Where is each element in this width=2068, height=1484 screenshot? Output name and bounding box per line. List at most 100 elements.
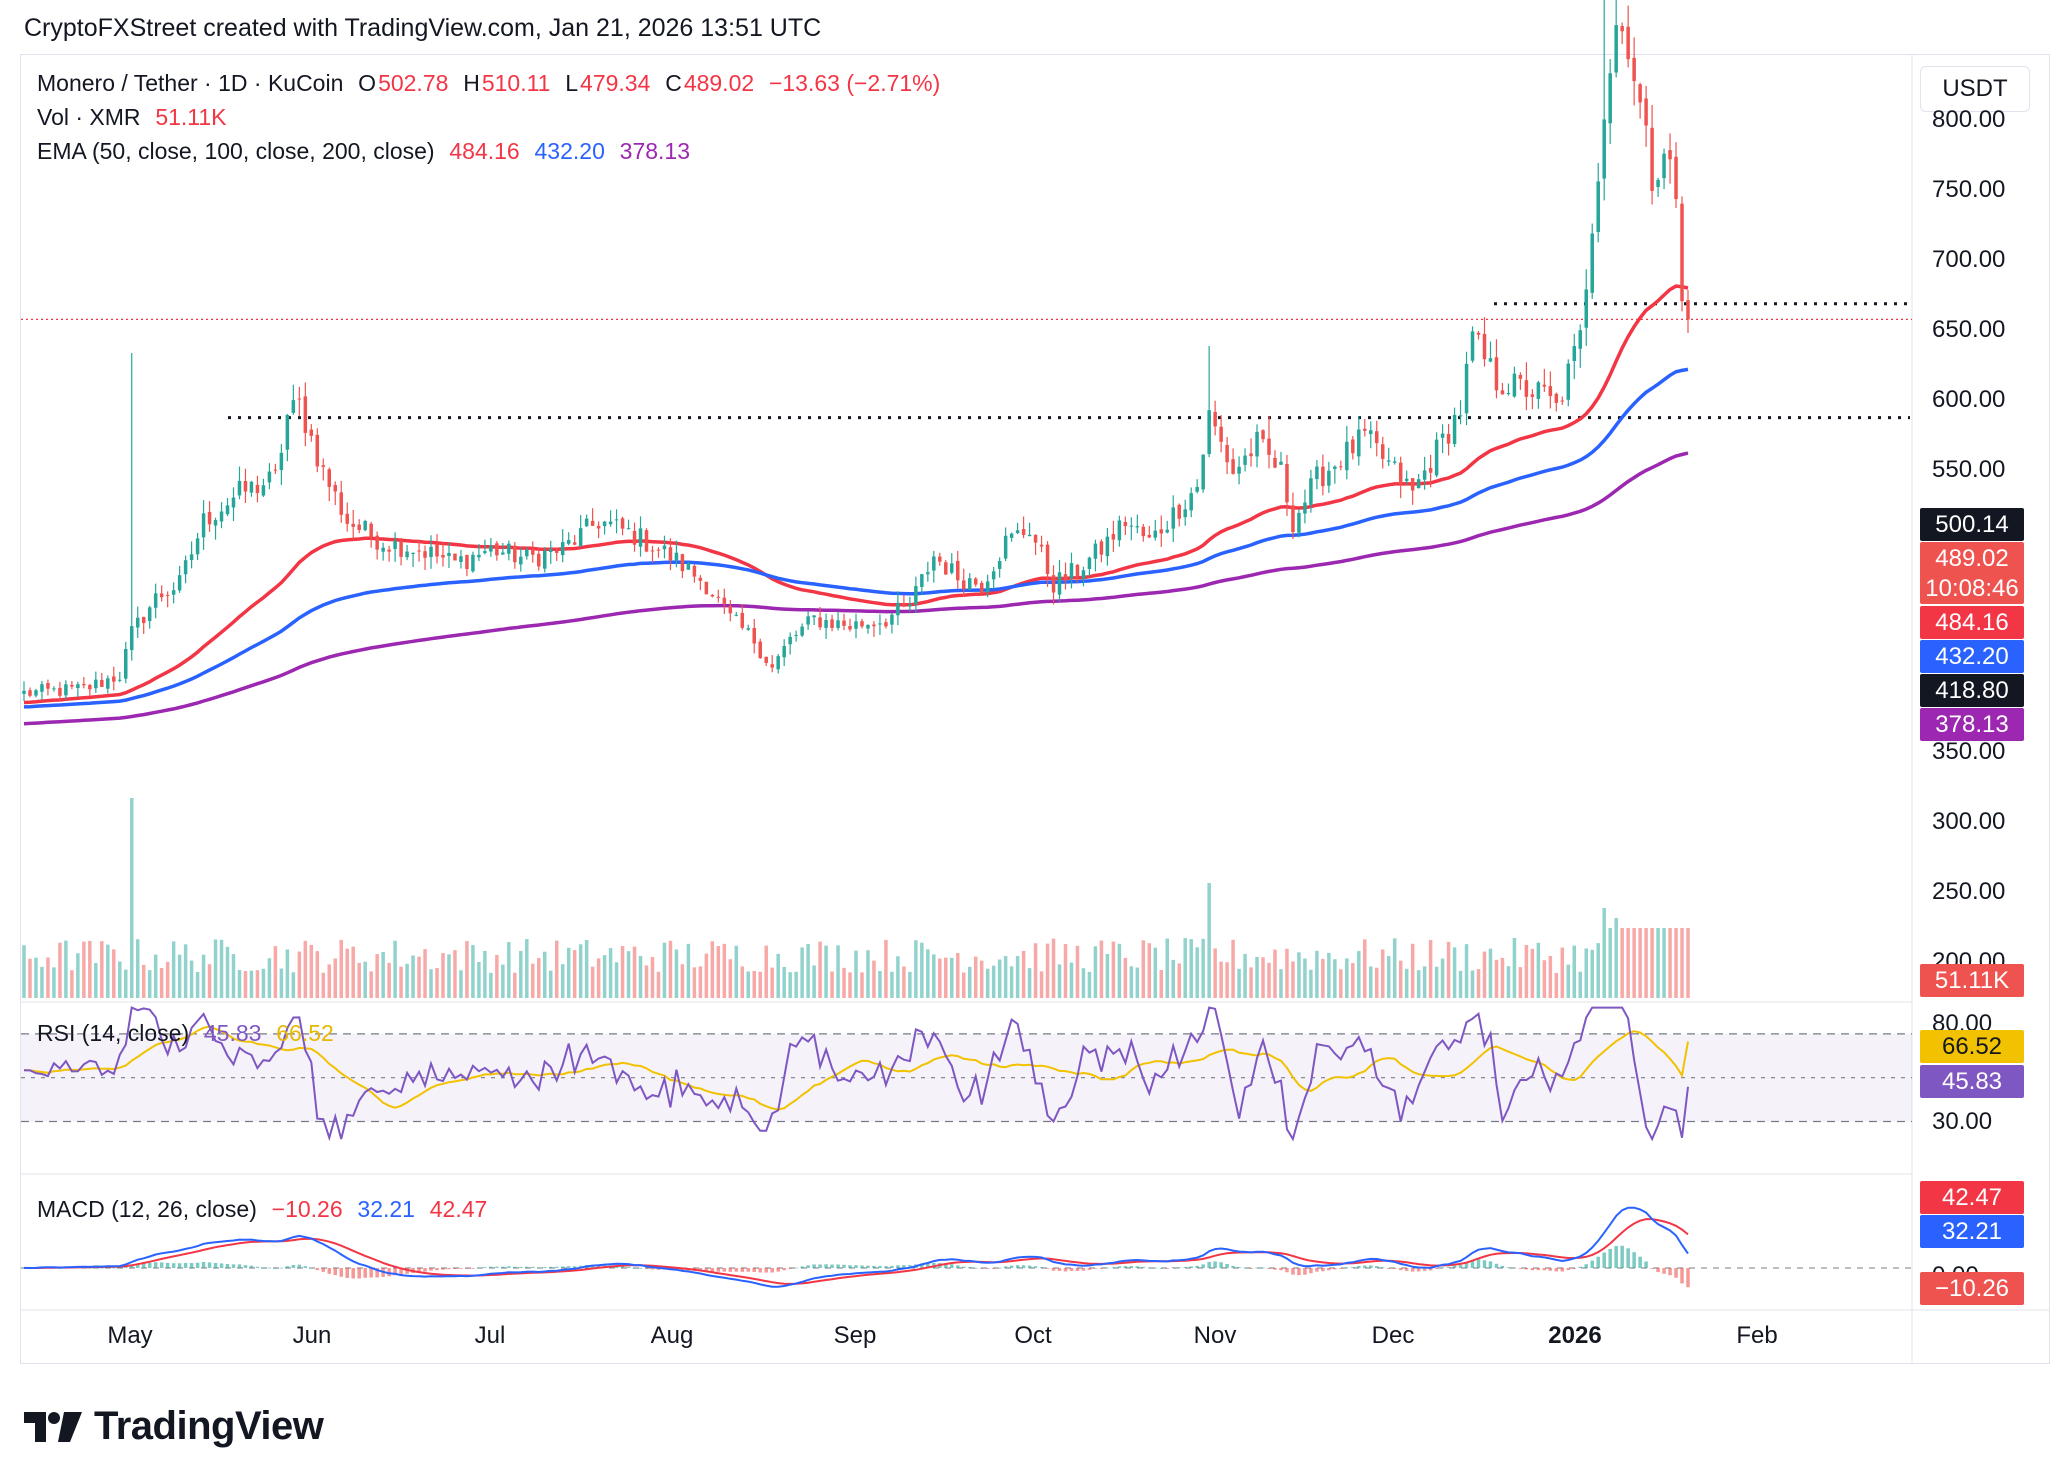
candle-body[interactable]	[1404, 478, 1409, 482]
candle-body[interactable]	[1243, 455, 1247, 465]
candle-body[interactable]	[1524, 380, 1529, 397]
candle-body[interactable]	[1051, 575, 1056, 593]
candle-body[interactable]	[1105, 536, 1110, 557]
macd-signal-line[interactable]	[24, 1218, 1689, 1285]
candle-body[interactable]	[1207, 410, 1211, 455]
candle-body[interactable]	[52, 688, 56, 690]
candle-body[interactable]	[950, 563, 954, 573]
candle-body[interactable]	[1500, 390, 1505, 395]
candle-body[interactable]	[58, 687, 62, 696]
candle-body[interactable]	[1093, 543, 1098, 559]
candle-body[interactable]	[1015, 530, 1020, 534]
candle-body[interactable]	[189, 554, 194, 561]
candle-body[interactable]	[985, 581, 990, 593]
candle-body[interactable]	[926, 572, 930, 575]
candle-body[interactable]	[752, 628, 756, 644]
candle-body[interactable]	[1608, 73, 1612, 124]
candle-body[interactable]	[890, 614, 894, 625]
candle-body[interactable]	[76, 684, 80, 689]
candle-body[interactable]	[471, 554, 475, 572]
candle-body[interactable]	[1674, 156, 1678, 200]
candle-body[interactable]	[387, 549, 391, 552]
candle-body[interactable]	[1632, 57, 1636, 82]
candle-body[interactable]	[1111, 534, 1116, 540]
candle-body[interactable]	[1033, 534, 1038, 543]
candle-body[interactable]	[1416, 479, 1421, 489]
candle-body[interactable]	[477, 554, 481, 558]
candle-body[interactable]	[1650, 127, 1654, 191]
candle-body[interactable]	[1626, 26, 1630, 60]
candle-body[interactable]	[1398, 462, 1403, 485]
candle-body[interactable]	[662, 545, 667, 550]
candle-body[interactable]	[1686, 300, 1690, 320]
candle-body[interactable]	[680, 554, 685, 572]
candle-body[interactable]	[854, 621, 858, 629]
candle-body[interactable]	[1536, 382, 1541, 399]
candle-body[interactable]	[620, 518, 625, 529]
candle-body[interactable]	[1333, 466, 1337, 469]
candle-body[interactable]	[908, 604, 912, 607]
candle-body[interactable]	[1602, 119, 1606, 179]
candle-body[interactable]	[231, 497, 236, 508]
candle-body[interactable]	[165, 594, 170, 596]
candle-body[interactable]	[1680, 203, 1684, 302]
candle-body[interactable]	[1410, 478, 1415, 491]
candle-body[interactable]	[1446, 433, 1451, 444]
candle-body[interactable]	[537, 553, 541, 567]
candle-body[interactable]	[1309, 478, 1313, 505]
candle-body[interactable]	[1141, 526, 1146, 537]
candle-body[interactable]	[1596, 181, 1600, 233]
candle-body[interactable]	[1590, 233, 1594, 293]
candle-body[interactable]	[1303, 502, 1307, 514]
candle-body[interactable]	[483, 551, 487, 553]
candle-body[interactable]	[1351, 439, 1355, 454]
ema50-line[interactable]	[23, 284, 1689, 705]
candle-body[interactable]	[1572, 346, 1577, 362]
legend-symbol[interactable]: Monero / Tether · 1D · KuCoin	[37, 70, 344, 96]
candle-body[interactable]	[1554, 393, 1559, 403]
candle-body[interactable]	[1285, 463, 1289, 503]
candle-body[interactable]	[261, 485, 266, 496]
candle-body[interactable]	[411, 552, 415, 554]
candle-body[interactable]	[716, 596, 721, 598]
candle-body[interactable]	[417, 550, 421, 552]
candle-body[interactable]	[1518, 374, 1523, 379]
candle-body[interactable]	[153, 593, 158, 608]
candle-body[interactable]	[1506, 393, 1511, 395]
candle-body[interactable]	[944, 562, 948, 575]
currency-button[interactable]: USDT	[1920, 66, 2030, 112]
candle-body[interactable]	[914, 586, 918, 605]
candle-body[interactable]	[345, 513, 349, 524]
candle-body[interactable]	[309, 429, 314, 436]
candle-body[interactable]	[686, 563, 691, 570]
candle-body[interactable]	[692, 565, 697, 577]
candle-body[interactable]	[961, 580, 966, 590]
candle-body[interactable]	[213, 520, 218, 526]
candle-body[interactable]	[656, 549, 661, 551]
candle-body[interactable]	[842, 620, 846, 626]
candle-body[interactable]	[100, 679, 104, 687]
candle-body[interactable]	[1225, 445, 1229, 463]
candle-body[interactable]	[1434, 439, 1439, 476]
candle-body[interactable]	[1267, 438, 1271, 455]
candle-body[interactable]	[644, 530, 649, 552]
candle-body[interactable]	[1494, 357, 1499, 391]
candle-body[interactable]	[1231, 459, 1235, 474]
candle-body[interactable]	[560, 542, 565, 556]
candle-body[interactable]	[704, 581, 709, 595]
candle-body[interactable]	[758, 641, 762, 659]
candle-body[interactable]	[1147, 534, 1152, 538]
legend-volume-label[interactable]: Vol · XMR	[37, 104, 141, 130]
candle-body[interactable]	[818, 617, 822, 628]
candle-body[interactable]	[207, 511, 212, 525]
candle-body[interactable]	[507, 543, 511, 554]
candle-body[interactable]	[106, 678, 110, 689]
candle-body[interactable]	[525, 549, 529, 557]
candle-body[interactable]	[70, 684, 74, 687]
candle-body[interactable]	[34, 690, 38, 696]
candle-body[interactable]	[1129, 525, 1134, 527]
candle-body[interactable]	[135, 617, 140, 628]
candle-body[interactable]	[225, 505, 230, 515]
rsi-ma-line[interactable]	[23, 1025, 1689, 1111]
candle-body[interactable]	[1117, 520, 1122, 541]
